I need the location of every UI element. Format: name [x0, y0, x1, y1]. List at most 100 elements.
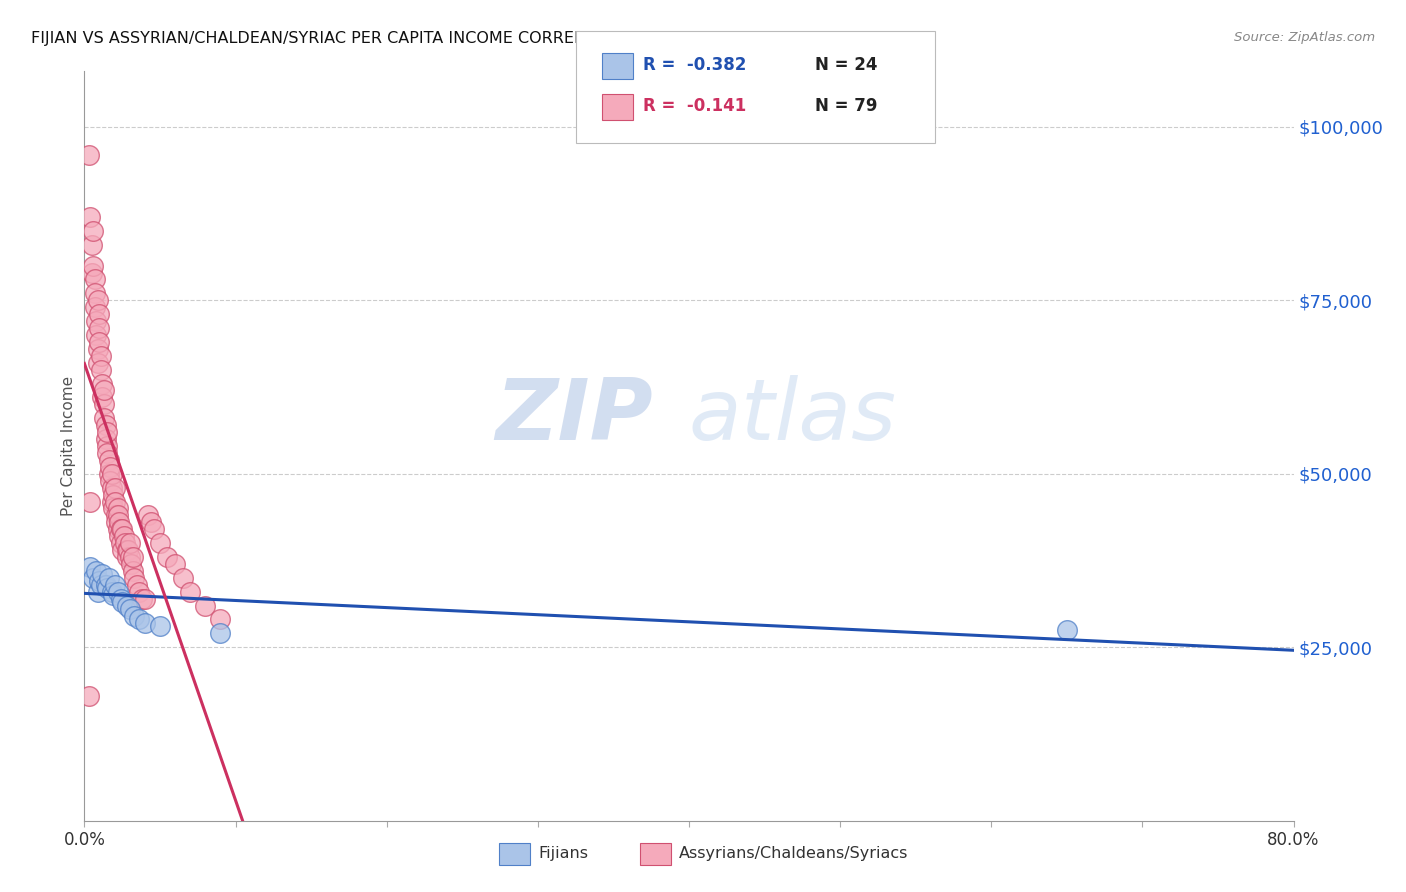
Point — [96, 581, 118, 595]
Point — [122, 571, 145, 585]
Point — [94, 578, 117, 592]
Point — [120, 557, 142, 571]
Point — [87, 356, 110, 370]
Point — [142, 522, 165, 536]
Point — [107, 508, 129, 523]
Y-axis label: Per Capita Income: Per Capita Income — [60, 376, 76, 516]
Point — [117, 543, 139, 558]
Point — [101, 487, 124, 501]
Point — [131, 591, 153, 606]
Point — [87, 293, 110, 308]
Point — [100, 481, 122, 495]
Point — [115, 543, 138, 558]
Point — [90, 362, 112, 376]
Point — [87, 584, 110, 599]
Point — [114, 536, 136, 550]
Point — [209, 612, 232, 626]
Point — [105, 516, 128, 530]
Point — [80, 266, 103, 280]
Point — [111, 595, 134, 609]
Point — [107, 584, 129, 599]
Point — [156, 549, 179, 564]
Text: R =  -0.141: R = -0.141 — [643, 97, 745, 115]
Point — [98, 459, 121, 474]
Point — [165, 557, 187, 571]
Point — [139, 516, 162, 530]
Text: FIJIAN VS ASSYRIAN/CHALDEAN/SYRIAC PER CAPITA INCOME CORRELATION CHART: FIJIAN VS ASSYRIAN/CHALDEAN/SYRIAC PER C… — [31, 31, 692, 46]
Point — [79, 560, 101, 574]
Point — [91, 376, 114, 391]
Point — [111, 543, 134, 558]
Text: N = 24: N = 24 — [815, 56, 877, 74]
Point — [107, 522, 129, 536]
Point — [128, 612, 150, 626]
Point — [110, 522, 132, 536]
Point — [128, 584, 150, 599]
Point — [97, 467, 120, 481]
Point — [1056, 623, 1078, 637]
Point — [136, 508, 159, 523]
Point — [100, 494, 122, 508]
Point — [86, 314, 108, 328]
Point — [82, 571, 104, 585]
Point — [93, 411, 115, 425]
Point — [105, 508, 128, 523]
Point — [84, 300, 107, 314]
Point — [94, 418, 117, 433]
Point — [104, 578, 127, 592]
Point — [134, 591, 156, 606]
Text: Assyrians/Chaldeans/Syriacs: Assyrians/Chaldeans/Syriacs — [679, 847, 908, 861]
Point — [100, 584, 122, 599]
Point — [89, 307, 111, 321]
Point — [89, 334, 111, 349]
Point — [104, 481, 127, 495]
Point — [97, 571, 120, 585]
Point — [118, 602, 141, 616]
Point — [115, 549, 138, 564]
Text: Source: ZipAtlas.com: Source: ZipAtlas.com — [1234, 31, 1375, 45]
Point — [91, 567, 114, 582]
Point — [84, 272, 107, 286]
Point — [121, 549, 143, 564]
Point — [96, 439, 118, 453]
Point — [86, 328, 108, 343]
Text: Fijians: Fijians — [538, 847, 589, 861]
Point — [84, 286, 107, 301]
Point — [86, 564, 108, 578]
Point — [122, 609, 145, 624]
Point — [134, 615, 156, 630]
Point — [98, 474, 121, 488]
Point — [77, 147, 100, 161]
Point — [112, 529, 135, 543]
Point — [110, 536, 132, 550]
Point — [107, 501, 129, 516]
Point — [96, 446, 118, 460]
Point — [194, 599, 217, 613]
Point — [90, 578, 112, 592]
Point — [79, 494, 101, 508]
Point — [108, 516, 131, 530]
Point — [94, 432, 117, 446]
Point — [93, 397, 115, 411]
Point — [110, 591, 132, 606]
Point — [96, 425, 118, 439]
Point — [149, 536, 172, 550]
Point — [89, 321, 111, 335]
Point — [118, 536, 141, 550]
Point — [93, 384, 115, 398]
Point — [91, 391, 114, 405]
Point — [115, 599, 138, 613]
Text: R =  -0.382: R = -0.382 — [643, 56, 747, 74]
Point — [101, 588, 124, 602]
Text: ZIP: ZIP — [495, 375, 652, 458]
Point — [209, 626, 232, 640]
Point — [108, 529, 131, 543]
Text: atlas: atlas — [689, 375, 897, 458]
Text: N = 79: N = 79 — [815, 97, 877, 115]
Point — [77, 689, 100, 703]
Point — [179, 584, 201, 599]
Point — [90, 349, 112, 363]
Point — [118, 549, 141, 564]
Point — [89, 574, 111, 589]
Point — [172, 571, 194, 585]
